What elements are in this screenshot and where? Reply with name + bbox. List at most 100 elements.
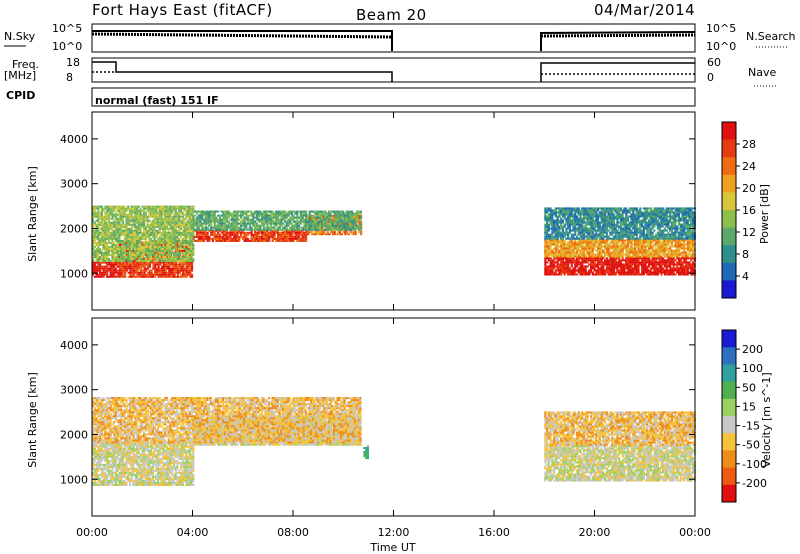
power-cell: [616, 267, 618, 269]
power-cell: [618, 241, 620, 243]
power-cell: [175, 244, 177, 246]
beam-label: Beam 20: [356, 6, 427, 24]
power-cell: [360, 215, 362, 217]
power-cell: [124, 206, 126, 208]
power-cell: [594, 261, 596, 263]
power-cell: [263, 225, 265, 227]
power-cell: [622, 250, 624, 252]
power-cell: [122, 220, 124, 222]
power-cell: [251, 227, 253, 229]
power-cell: [151, 270, 153, 272]
power-cell: [650, 269, 652, 271]
power-cell: [275, 225, 277, 227]
power-cell: [247, 234, 249, 236]
power-cell: [161, 216, 163, 218]
power-cell: [687, 269, 689, 271]
power-cell: [298, 229, 300, 231]
power-cell: [192, 250, 194, 252]
power-cell: [323, 231, 325, 233]
power-cell: [690, 259, 692, 261]
power-cell: [346, 223, 348, 225]
power-cell: [692, 261, 694, 263]
power-cell: [138, 234, 140, 236]
power-cell: [99, 270, 101, 272]
power-cell: [101, 214, 103, 216]
power-cell: [124, 212, 126, 214]
power-cell: [180, 228, 182, 230]
power-cell: [183, 246, 185, 248]
power-cell: [648, 250, 650, 252]
power-cell: [256, 223, 258, 225]
power-cell: [266, 225, 268, 227]
power-cell: [155, 254, 157, 256]
power-cell: [236, 217, 238, 219]
power-cell: [637, 269, 639, 271]
power-cell: [166, 226, 168, 228]
power-cell: [602, 267, 604, 269]
power-cell: [150, 256, 152, 258]
nsearch-tick-bottom: 10^0: [706, 40, 736, 53]
power-cell: [307, 233, 309, 235]
power-cell: [676, 265, 678, 267]
power-cell: [592, 271, 594, 273]
power-cell: [335, 225, 337, 227]
power-cell: [585, 256, 587, 258]
power-cell: [544, 263, 546, 265]
power-cell: [192, 258, 194, 260]
power-cell: [168, 230, 170, 232]
power-cell: [240, 227, 242, 229]
power-cell: [330, 215, 332, 217]
power-cell: [592, 250, 594, 252]
power-cell: [602, 265, 604, 267]
power-cell: [602, 257, 604, 259]
power-cell: [108, 252, 110, 254]
power-cell: [157, 234, 159, 236]
power-cell: [604, 273, 606, 275]
nave-tick-bottom: 0: [707, 71, 714, 84]
power-cell: [317, 223, 319, 225]
nsky-panel: N.Sky 10^5 10^0 10^5 10^0 N.Search: [4, 22, 796, 53]
power-cell: [550, 257, 552, 259]
power-cell: [226, 229, 228, 231]
power-cell: [178, 238, 180, 240]
power-cell: [309, 213, 311, 215]
power-cell: [165, 270, 167, 272]
power-cell: [115, 212, 117, 214]
power-cell: [191, 276, 193, 278]
power-cell: [191, 270, 193, 272]
power-cell: [341, 233, 343, 235]
power-cell: [136, 270, 138, 272]
power-cell: [327, 231, 329, 233]
power-cell: [287, 215, 289, 217]
power-cell: [673, 271, 675, 273]
power-cell: [169, 254, 171, 256]
power-cell: [564, 239, 566, 241]
power-cell: [177, 274, 179, 276]
power-cell: [594, 243, 596, 245]
power-cell: [572, 257, 574, 259]
nsearch-label: N.Search: [746, 30, 796, 43]
power-cell: [97, 226, 99, 228]
power-cell: [305, 240, 307, 242]
power-cell: [284, 219, 286, 221]
power-cell: [349, 225, 351, 227]
power-cell: [139, 242, 141, 244]
power-cell: [630, 241, 632, 243]
power-cell: [139, 240, 141, 242]
power-cell: [553, 263, 555, 265]
power-cell: [118, 236, 120, 238]
power-cell: [97, 220, 99, 222]
power-cell: [608, 239, 610, 241]
power-cell: [550, 245, 552, 247]
power-cell: [360, 225, 362, 227]
power-cell: [360, 219, 362, 221]
power-cell: [564, 241, 566, 243]
power-cell: [176, 236, 178, 238]
power-cell: [103, 210, 105, 212]
power-cell: [643, 243, 645, 245]
power-cell: [115, 216, 117, 218]
power-cell: [637, 259, 639, 261]
power-cell: [279, 227, 281, 229]
power-cell: [298, 236, 300, 238]
power-cell: [103, 276, 105, 278]
